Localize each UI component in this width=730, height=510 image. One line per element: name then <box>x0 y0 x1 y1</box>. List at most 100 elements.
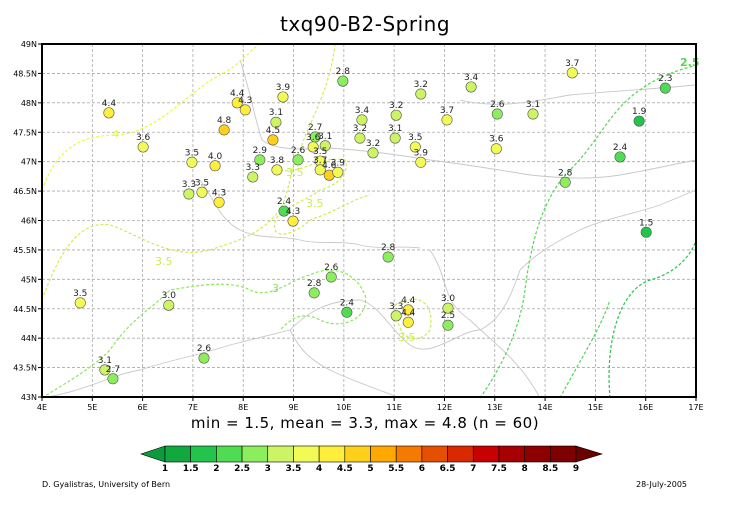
station: 3.2 <box>366 139 380 159</box>
station-marker <box>490 143 502 155</box>
colorbar-tick-label: 3 <box>265 464 271 474</box>
station-value-label: 2.6 <box>197 344 212 354</box>
station-marker <box>332 166 344 178</box>
station-value-label: 3.3 <box>182 180 196 190</box>
station: 3.4 <box>464 73 479 93</box>
colorbar-tick-label: 7 <box>470 464 476 474</box>
station-value-label: 3.1 <box>269 108 283 118</box>
station-marker <box>390 109 402 121</box>
station: 3.9 <box>414 148 428 168</box>
station: 2.8 <box>307 279 322 299</box>
station-value-label: 3.2 <box>414 80 428 90</box>
station-value-label: 3.7 <box>440 106 454 116</box>
colorbar-segment <box>318 445 346 463</box>
contour-label: 4 <box>112 128 119 141</box>
colorbar-tick-label: 7.5 <box>491 464 507 474</box>
station: 3.2 <box>414 80 428 100</box>
station-marker <box>402 316 414 328</box>
station: 3.3 <box>246 163 260 183</box>
station: 4.4 <box>102 99 117 119</box>
station-marker <box>633 115 645 127</box>
colorbar-tick-label: 2.5 <box>234 464 250 474</box>
station-marker <box>659 82 671 94</box>
station-marker <box>137 141 149 153</box>
station: 4.4 <box>401 296 416 316</box>
station-value-label: 4.3 <box>238 96 252 106</box>
colorbar-segment <box>498 445 525 463</box>
colorbar: 1 1.5 2 2.5 3 3.5 4 4.5 5 5.5 6 6.5 7 7.5 8 8.5 9 <box>140 445 604 474</box>
station: 2.8 <box>381 243 396 263</box>
station-marker <box>341 306 353 318</box>
station-marker <box>254 154 266 166</box>
station-value-label: 2.4 <box>340 298 355 308</box>
station: 3.7 <box>565 59 579 79</box>
station-marker <box>209 160 221 172</box>
station-marker <box>356 114 368 126</box>
station: 3.5 <box>195 178 209 198</box>
station-value-label: 3.5 <box>73 289 87 299</box>
colorbar-segment <box>524 445 551 463</box>
y-tick-label: 47.5N <box>13 128 37 137</box>
station-marker <box>614 151 626 163</box>
station-value-label: 4.3 <box>212 188 226 198</box>
station-markers: 4.43.64.44.33.94.83.14.53.5 4.02.93.83.32… <box>73 59 672 385</box>
coastlines-borders <box>41 59 697 399</box>
date-stamp: 28-July-2005 <box>636 480 688 489</box>
station-marker <box>337 75 349 87</box>
station: 4.4 <box>401 308 416 328</box>
station-value-label: 2.5 <box>441 311 455 321</box>
y-tick-label: 46N <box>21 217 37 226</box>
y-tick-label: 49N <box>21 40 37 49</box>
station: 2.9 <box>253 146 268 166</box>
station-value-label: 2.8 <box>558 168 573 178</box>
station-value-label: 3.2 <box>366 139 380 149</box>
station: 3.1 <box>526 100 540 120</box>
station-value-label: 3.5 <box>185 148 199 158</box>
colorbar-segment <box>216 445 243 463</box>
author-credit: D. Gyalistras, University of Bern <box>42 480 171 489</box>
station: 3.8 <box>270 156 285 176</box>
station-value-label: 3.5 <box>195 178 209 188</box>
station: 1.5 <box>639 218 653 238</box>
station: 3.5 <box>185 148 199 168</box>
colorbar-tick-label: 3.5 <box>285 464 301 474</box>
colorbar-tick-label: 1.5 <box>183 464 199 474</box>
x-tick-label: 5E <box>87 403 97 412</box>
station: 2.6 <box>324 263 339 283</box>
station: 3.6 <box>306 133 321 153</box>
station-value-label: 4.8 <box>217 116 232 126</box>
colorbar-tick-label: 6 <box>419 464 425 474</box>
station: 2.6 <box>197 344 212 364</box>
station-value-label: 4.4 <box>102 99 117 109</box>
colorbar-tick-label: 8 <box>521 464 527 474</box>
station: 3.4 <box>355 106 370 126</box>
x-tick-label: 13E <box>487 403 502 412</box>
station-value-label: 2.9 <box>253 146 268 156</box>
station-marker <box>308 287 320 299</box>
station-value-label: 3.6 <box>489 135 504 145</box>
station-marker <box>292 154 304 166</box>
station-marker <box>314 164 326 176</box>
station: 3.6 <box>489 135 504 155</box>
colorbar-segment <box>395 445 423 463</box>
station: 3.0 <box>441 294 455 314</box>
station-marker <box>186 156 198 168</box>
y-tick-label: 46.5N <box>13 187 37 196</box>
station: 4.8 <box>217 116 232 136</box>
station: 3.7 <box>440 106 454 126</box>
station-value-label: 2.6 <box>490 100 505 110</box>
y-tick-label: 45.5N <box>13 246 37 255</box>
station-value-label: 3.4 <box>355 106 370 116</box>
station-value-label: 3.0 <box>162 291 177 301</box>
station-marker <box>491 108 503 120</box>
station-marker <box>107 373 119 385</box>
station-value-label: 3.8 <box>270 156 285 166</box>
station-marker <box>402 304 414 316</box>
station-marker <box>465 81 477 93</box>
station: 3.0 <box>162 291 177 311</box>
station-value-label: 4.5 <box>266 126 280 136</box>
station-marker <box>278 205 290 217</box>
station-marker <box>319 140 331 152</box>
station: 3.9 <box>331 158 345 178</box>
colorbar-segment <box>421 445 448 463</box>
